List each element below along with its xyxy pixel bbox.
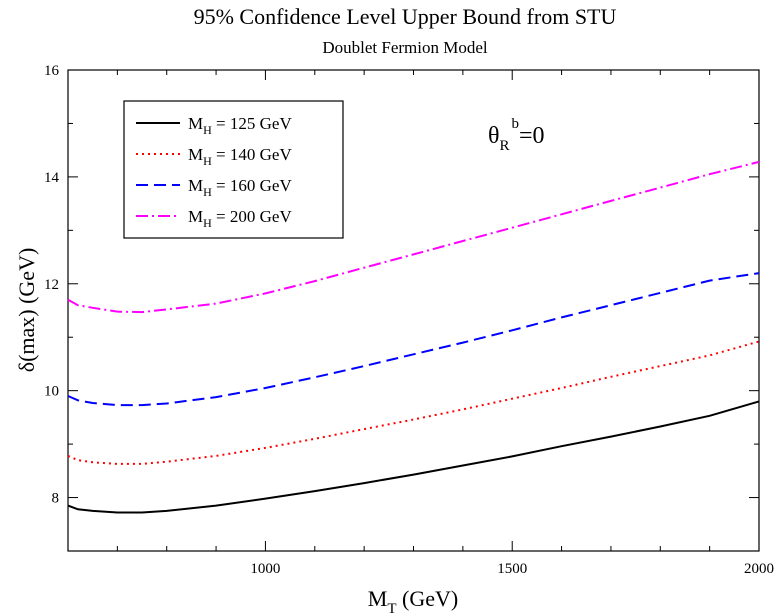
x-tick-label: 1000 xyxy=(250,561,280,577)
x-axis-label: MT (GeV) xyxy=(368,586,458,616)
series-line-4 xyxy=(67,160,760,314)
series-lines xyxy=(67,160,760,514)
y-tick-label: 8 xyxy=(52,491,60,507)
y-tick-label: 14 xyxy=(44,170,60,186)
x-tick-label: 2000 xyxy=(744,561,774,577)
series-line-2 xyxy=(67,340,760,465)
x-axis-ticks: 1000 1500 2000 xyxy=(116,70,774,577)
x-tick-label: 1500 xyxy=(497,561,527,577)
legend-label-1: MH = 125 GeV xyxy=(188,114,292,137)
y-tick-label: 16 xyxy=(44,63,60,79)
y-tick-label: 10 xyxy=(44,384,59,400)
legend: MH = 125 GeV MH = 140 GeV MH = 160 GeV MH =… xyxy=(123,100,344,239)
theta-annotation: θRb=0 xyxy=(488,116,545,154)
legend-label-2: MH = 140 GeV xyxy=(188,145,292,168)
series-line-1 xyxy=(67,400,760,514)
y-axis-ticks: 8 10 12 14 16 xyxy=(44,63,759,552)
legend-label-4: MH = 200 GeV xyxy=(188,207,292,230)
series-line-3 xyxy=(67,272,760,407)
y-axis-label: δ(max) (GeV) xyxy=(14,248,39,373)
y-tick-label: 12 xyxy=(44,277,59,293)
chart-title: 95% Confidence Level Upper Bound from ST… xyxy=(194,4,617,29)
legend-label-3: MH = 160 GeV xyxy=(188,176,292,199)
chart-subtitle: Doublet Fermion Model xyxy=(322,38,488,57)
